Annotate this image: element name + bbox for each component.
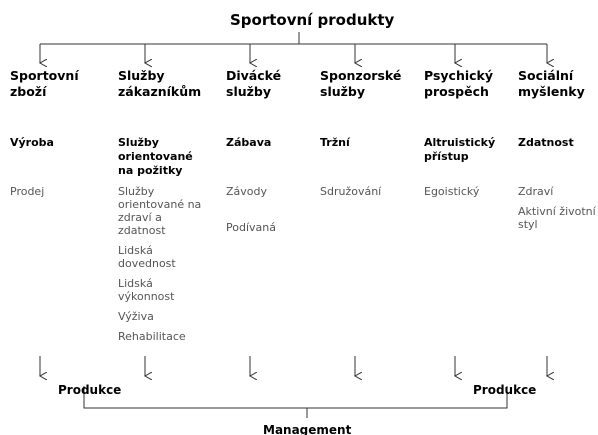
- primary-item: přístup: [424, 150, 469, 163]
- primary-item: Tržní: [320, 136, 350, 149]
- production-right: Produkce: [473, 383, 537, 397]
- item: Egoistický: [424, 185, 480, 198]
- primary-item: Výroba: [10, 136, 54, 149]
- item: zdraví a: [118, 211, 162, 224]
- primary-item: Zábava: [226, 136, 272, 149]
- item: Prodej: [10, 185, 45, 198]
- bracket: [83, 386, 508, 409]
- item: Aktivní životní: [518, 205, 596, 218]
- management: Management: [263, 423, 352, 435]
- item: Sdružování: [320, 185, 382, 198]
- column-heading: prospěch: [424, 84, 489, 99]
- item: Závody: [226, 185, 268, 198]
- production-left: Produkce: [58, 383, 122, 397]
- title: Sportovní produkty: [230, 11, 395, 29]
- item: orientované na: [118, 198, 202, 211]
- item: styl: [518, 218, 538, 231]
- primary-item: na požitky: [118, 164, 183, 177]
- primary-item: Služby: [118, 136, 159, 149]
- item: Lidská: [118, 244, 153, 257]
- item: zdatnost: [118, 224, 166, 237]
- item: Podívaná: [226, 221, 276, 234]
- column-heading: Divácké: [226, 68, 282, 83]
- item: Zdraví: [518, 185, 554, 198]
- item: výkonnost: [118, 290, 175, 303]
- item: Rehabilitace: [118, 330, 186, 343]
- column-heading: Sportovní: [10, 68, 79, 83]
- item: Služby: [118, 185, 155, 198]
- column-heading: služby: [226, 84, 271, 99]
- primary-item: orientované: [118, 150, 193, 163]
- primary-item: Altruistický: [424, 136, 496, 149]
- column-heading: Sociální: [518, 68, 574, 83]
- column-heading: Služby: [118, 68, 165, 83]
- column-heading: Psychický: [424, 68, 493, 83]
- primary-item: Zdatnost: [518, 136, 574, 149]
- column-heading: zboží: [10, 84, 47, 99]
- item: Výživa: [118, 310, 154, 323]
- item: Lidská: [118, 277, 153, 290]
- column-heading: zákazníkům: [118, 84, 202, 99]
- column-heading: služby: [320, 84, 365, 99]
- column-heading: myšlenky: [518, 84, 585, 99]
- item: dovednost: [118, 257, 176, 270]
- column-heading: Sponzorské: [320, 68, 402, 83]
